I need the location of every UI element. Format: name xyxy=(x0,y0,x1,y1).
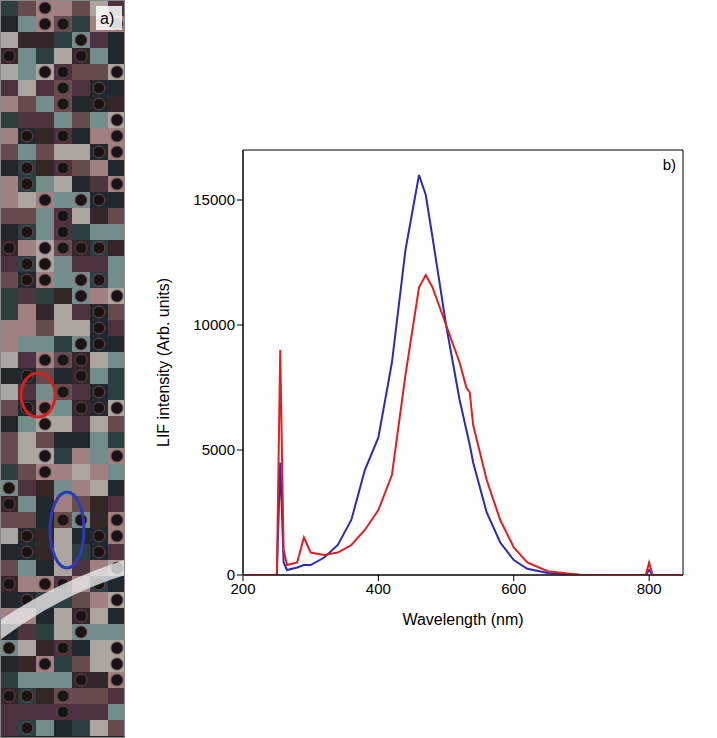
svg-text:15000: 15000 xyxy=(193,191,235,208)
svg-text:0: 0 xyxy=(227,566,235,583)
svg-text:10000: 10000 xyxy=(193,316,235,333)
svg-text:5000: 5000 xyxy=(202,441,235,458)
svg-text:200: 200 xyxy=(230,579,256,597)
svg-text:600: 600 xyxy=(501,580,526,597)
svg-text:800: 800 xyxy=(637,580,662,597)
svg-text:Wavelength (nm): Wavelength (nm) xyxy=(402,611,523,628)
svg-text:400: 400 xyxy=(366,580,391,597)
html-text:b): b) xyxy=(662,156,676,173)
svg-text:a): a) xyxy=(100,10,114,27)
svg-text:LIF intensity (Arb. units): LIF intensity (Arb. units) xyxy=(155,278,172,447)
